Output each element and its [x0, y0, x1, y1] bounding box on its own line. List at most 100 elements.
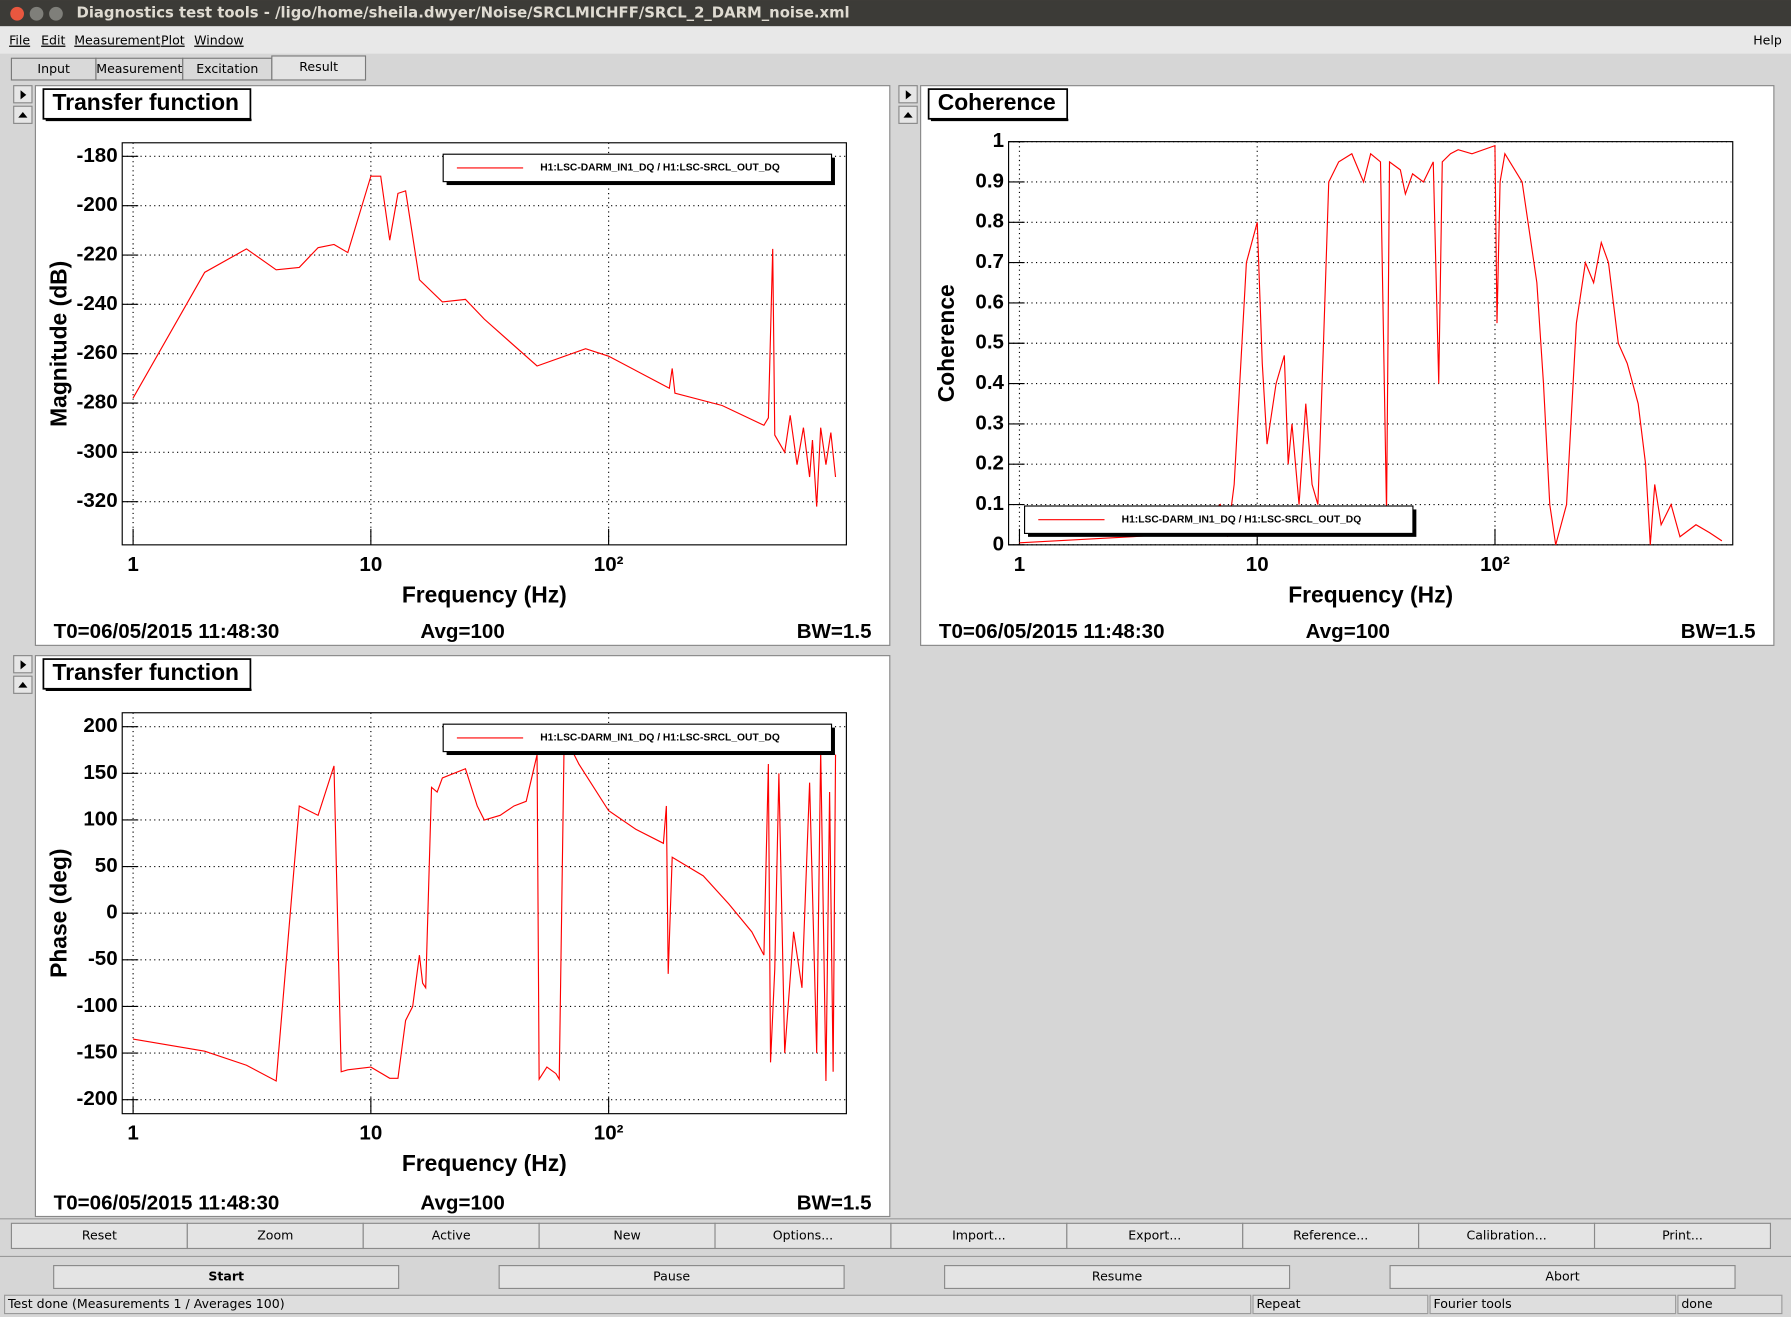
tab-label[interactable]: Input: [37, 61, 70, 76]
bandwidth: BW=1.5: [1681, 620, 1756, 643]
menu-item[interactable]: Edit: [41, 33, 65, 48]
legend-label: H1:LSC-DARM_IN1_DQ / H1:LSC-SRCL_OUT_DQ: [540, 163, 780, 174]
button-label[interactable]: Reference...: [1293, 1227, 1368, 1242]
x-tick-label: 10²: [594, 1122, 624, 1145]
tab-label[interactable]: Excitation: [196, 61, 258, 76]
y-tick-label: 0.5: [975, 331, 1004, 354]
x-axis-label: Frequency (Hz): [402, 581, 567, 607]
control-label[interactable]: Abort: [1545, 1269, 1579, 1284]
button-label[interactable]: Export...: [1128, 1227, 1181, 1242]
window-title: Diagnostics test tools - /ligo/home/shei…: [77, 5, 850, 22]
menu-item[interactable]: File: [9, 33, 30, 48]
menu-item[interactable]: Window: [194, 33, 243, 48]
y-tick-label: 0.3: [975, 411, 1004, 434]
series-line: [132, 739, 837, 1082]
control-label[interactable]: Resume: [1092, 1269, 1143, 1284]
x-tick-label: 10: [1246, 553, 1269, 576]
averages: Avg=100: [420, 620, 504, 643]
x-tick-label: 10: [359, 553, 382, 576]
y-tick-label: -150: [77, 1040, 118, 1063]
x-tick-label: 10²: [1480, 553, 1510, 576]
button[interactable]: [890, 1222, 1068, 1250]
button-label[interactable]: Calibration...: [1466, 1227, 1546, 1242]
arrow-icon: [20, 660, 27, 670]
x-tick-label: 1: [127, 553, 138, 576]
y-tick-label: 50: [95, 854, 118, 877]
y-axis-label: Coherence: [933, 284, 959, 402]
close-button[interactable]: [10, 6, 24, 21]
x-tick-label: 10: [359, 1122, 382, 1145]
y-tick-label: -50: [88, 947, 118, 970]
plot-area: [121, 142, 847, 546]
button-label[interactable]: Print...: [1662, 1227, 1703, 1242]
averages: Avg=100: [420, 1191, 504, 1214]
averages: Avg=100: [1306, 620, 1390, 643]
button[interactable]: [1066, 1222, 1244, 1250]
button-label[interactable]: Zoom: [257, 1227, 293, 1242]
y-tick-label: 0.8: [975, 210, 1004, 233]
control-button[interactable]: [53, 1265, 400, 1290]
bandwidth: BW=1.5: [797, 1191, 872, 1214]
y-tick-label: -300: [77, 440, 118, 463]
legend-label: H1:LSC-DARM_IN1_DQ / H1:LSC-SRCL_OUT_DQ: [1122, 514, 1362, 525]
y-tick-label: 0.4: [975, 371, 1004, 394]
x-tick-label: 1: [127, 1122, 138, 1145]
button[interactable]: [1242, 1222, 1420, 1250]
maximize-button[interactable]: [49, 6, 63, 21]
x-axis-label: Frequency (Hz): [402, 1150, 567, 1176]
y-tick-label: -260: [77, 341, 118, 364]
y-tick-label: -200: [77, 1087, 118, 1110]
y-tick-label: -200: [77, 193, 118, 216]
button[interactable]: [10, 1222, 188, 1250]
minimize-button[interactable]: [29, 6, 44, 21]
status-field: [3, 1294, 1252, 1315]
control-label[interactable]: Pause: [653, 1269, 690, 1284]
y-tick-label: -320: [77, 489, 118, 512]
menu-item[interactable]: Measurement: [74, 33, 160, 48]
y-tick-label: 100: [83, 807, 117, 830]
menu-item[interactable]: Plot: [161, 33, 185, 48]
status-text: done: [1681, 1296, 1713, 1311]
y-tick-label: 200: [83, 714, 117, 737]
status-field: [1677, 1294, 1783, 1315]
status-text: Test done (Measurements 1 / Averages 100…: [7, 1296, 285, 1311]
y-tick-label: 0: [106, 901, 117, 924]
control-label[interactable]: Start: [208, 1269, 244, 1284]
series-line: [132, 175, 837, 507]
button[interactable]: [186, 1222, 364, 1250]
title-bar: [0, 0, 1791, 27]
menu-item[interactable]: Help: [1753, 33, 1782, 48]
button-label[interactable]: Import...: [952, 1227, 1006, 1242]
control-button[interactable]: [1389, 1265, 1736, 1290]
button-label[interactable]: Reset: [82, 1227, 117, 1242]
button-label[interactable]: Options...: [773, 1227, 833, 1242]
y-tick-label: 0.9: [975, 169, 1004, 192]
series-line: [1019, 144, 1723, 545]
tab[interactable]: [271, 55, 367, 81]
start-time: T0=06/05/2015 11:48:30: [54, 1191, 280, 1214]
y-tick-label: 0.6: [975, 290, 1004, 313]
button[interactable]: [362, 1222, 540, 1250]
y-tick-label: -280: [77, 390, 118, 413]
tab-label[interactable]: Measurement: [96, 61, 182, 76]
button-label[interactable]: Active: [432, 1227, 471, 1242]
y-tick-label: 0.1: [975, 492, 1004, 515]
button[interactable]: [538, 1222, 716, 1250]
button[interactable]: [1593, 1222, 1772, 1250]
arrow-icon: [903, 111, 913, 118]
menu-bar: [0, 26, 1791, 54]
x-tick-label: 10²: [594, 553, 624, 576]
control-button[interactable]: [498, 1265, 845, 1290]
y-tick-label: -180: [77, 144, 118, 167]
button-label[interactable]: New: [613, 1227, 640, 1242]
status-field: [1252, 1294, 1429, 1315]
y-axis-label: Magnitude (dB): [46, 261, 72, 427]
control-button[interactable]: [944, 1265, 1291, 1290]
arrow-icon: [20, 90, 27, 100]
status-field: [1429, 1294, 1677, 1315]
y-tick-label: -240: [77, 292, 118, 315]
y-tick-label: 150: [83, 761, 117, 784]
tab-label[interactable]: Result: [299, 59, 338, 74]
